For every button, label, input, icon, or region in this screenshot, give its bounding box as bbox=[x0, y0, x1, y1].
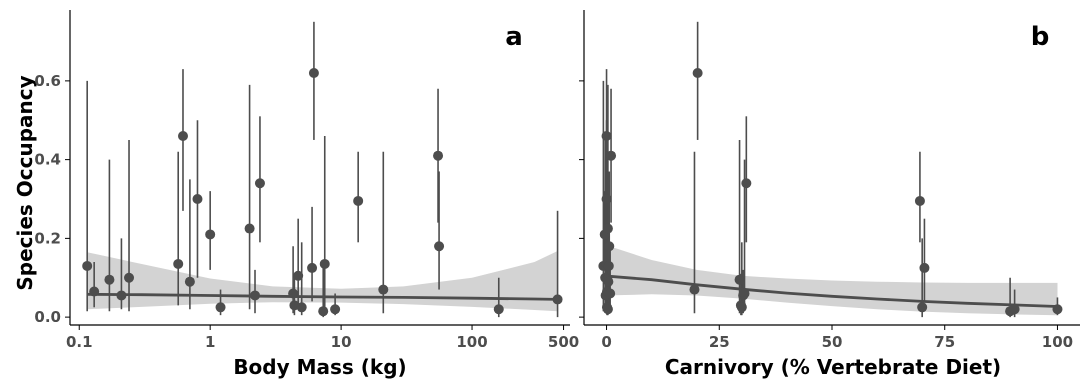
data-point bbox=[82, 260, 93, 271]
panel-a-axis-layer: 0.0 0.2 0.4 0.6 0.1 1 10 100 500 bbox=[34, 10, 579, 351]
data-point bbox=[739, 288, 750, 299]
x-tick-label: 0 bbox=[601, 333, 611, 351]
x-tick-label: 10 bbox=[331, 333, 352, 351]
panel-b-x-axis-title: Carnivory (% Vertebrate Diet) bbox=[665, 355, 1001, 379]
data-point bbox=[318, 306, 329, 317]
x-tick-label: 25 bbox=[709, 333, 730, 351]
data-point bbox=[307, 262, 318, 273]
data-point bbox=[741, 178, 752, 189]
panel-a-point-layer bbox=[82, 68, 563, 317]
confidence-ribbon bbox=[603, 244, 1058, 316]
data-point bbox=[116, 290, 127, 301]
panel-b-fit-layer bbox=[603, 274, 1058, 308]
data-point bbox=[319, 258, 330, 269]
x-tick-label: 75 bbox=[934, 333, 955, 351]
data-point bbox=[604, 241, 615, 252]
x-tick-label: 500 bbox=[548, 333, 579, 351]
data-point bbox=[288, 288, 299, 299]
panel-b-letter: b bbox=[1031, 22, 1050, 52]
x-tick-label: 50 bbox=[822, 333, 843, 351]
data-point bbox=[606, 150, 617, 161]
y-tick-label: 0.4 bbox=[34, 151, 61, 169]
y-tick-label: 0.2 bbox=[34, 229, 61, 247]
data-point bbox=[296, 302, 307, 313]
data-point bbox=[434, 241, 445, 252]
data-point bbox=[914, 195, 925, 206]
data-point bbox=[378, 284, 389, 295]
y-axis-title: Species Occupancy bbox=[13, 75, 37, 290]
data-point bbox=[1009, 304, 1020, 315]
x-tick-label: 100 bbox=[456, 333, 487, 351]
data-point bbox=[603, 260, 614, 271]
data-point bbox=[917, 302, 928, 313]
data-point bbox=[601, 131, 612, 141]
data-point bbox=[605, 288, 616, 299]
data-point bbox=[330, 304, 341, 315]
data-point bbox=[192, 194, 203, 204]
panel-b: 0 25 50 75 100 b Carnivory (% Vertebrate Die… bbox=[579, 10, 1080, 379]
x-tick-label: 0.1 bbox=[66, 333, 93, 351]
fit-line bbox=[87, 292, 558, 301]
panel-a: 0.0 0.2 0.4 0.6 0.1 1 10 100 500 a Body Mass (kg… bbox=[34, 10, 579, 379]
panel-b-point-layer bbox=[598, 68, 1063, 317]
panel-b-ribbon-layer bbox=[603, 244, 1058, 316]
data-point bbox=[250, 290, 261, 301]
data-point bbox=[689, 284, 700, 295]
data-point bbox=[177, 131, 188, 141]
y-tick-label: 0.0 bbox=[34, 308, 61, 326]
data-point bbox=[602, 223, 613, 234]
data-point bbox=[173, 258, 184, 269]
data-point bbox=[124, 272, 135, 283]
data-point bbox=[293, 270, 304, 281]
data-point bbox=[254, 178, 265, 189]
data-point bbox=[734, 274, 745, 285]
data-point bbox=[89, 286, 100, 297]
data-point bbox=[552, 294, 563, 305]
panel-b-axis-layer: 0 25 50 75 100 bbox=[579, 10, 1080, 351]
data-point bbox=[1052, 304, 1063, 315]
data-point bbox=[104, 274, 115, 285]
data-point bbox=[736, 302, 747, 313]
data-point bbox=[601, 194, 612, 204]
data-point bbox=[308, 68, 319, 78]
data-point bbox=[493, 304, 504, 315]
data-point bbox=[602, 304, 613, 315]
panel-a-fit-layer bbox=[87, 292, 558, 301]
data-point bbox=[205, 229, 216, 240]
data-point bbox=[433, 150, 444, 161]
x-tick-label: 1 bbox=[205, 333, 215, 351]
panel-a-x-axis-title: Body Mass (kg) bbox=[233, 355, 406, 379]
data-point bbox=[244, 223, 255, 234]
data-point bbox=[603, 276, 614, 287]
panel-a-letter: a bbox=[505, 22, 523, 52]
x-tick-label: 100 bbox=[1042, 333, 1073, 351]
data-point bbox=[353, 195, 364, 206]
data-point bbox=[215, 302, 226, 313]
data-point bbox=[692, 68, 703, 78]
fit-line bbox=[603, 274, 1058, 308]
data-point bbox=[184, 276, 195, 287]
data-point bbox=[919, 262, 930, 273]
y-tick-label: 0.6 bbox=[34, 72, 61, 90]
